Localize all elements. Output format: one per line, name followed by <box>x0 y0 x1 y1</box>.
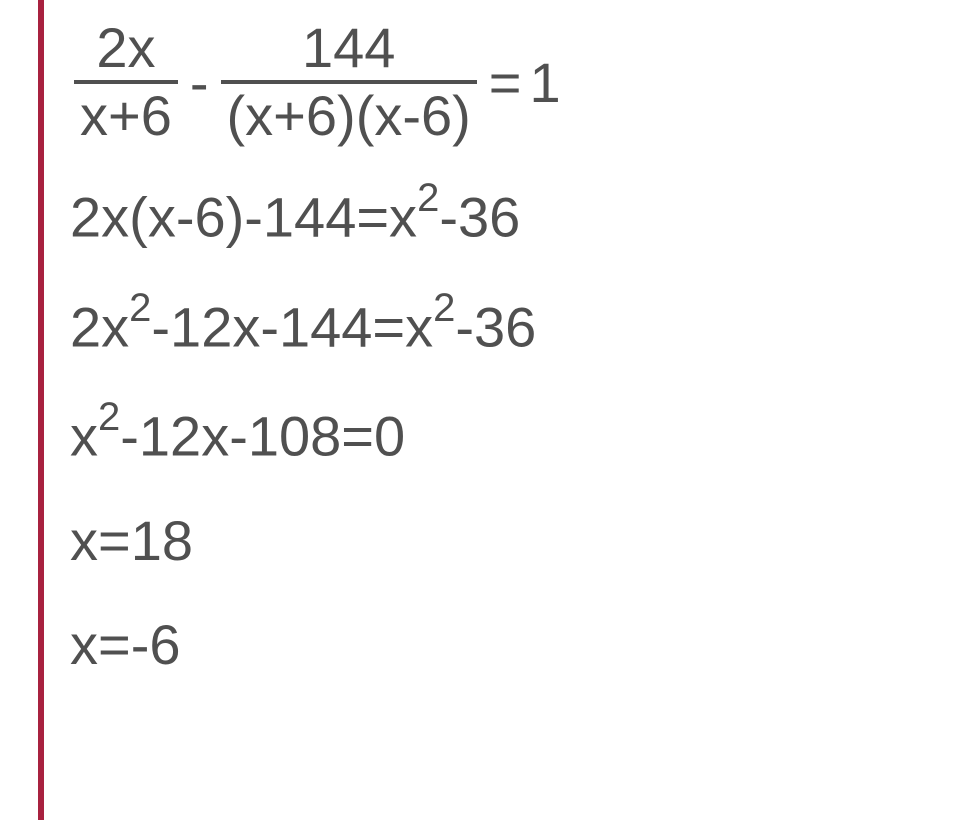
open-paren: ( <box>129 186 148 249</box>
rhs-value: 1 <box>530 50 561 115</box>
equation-line-2: 2x(x-6)-144=x2-36 <box>70 184 561 246</box>
open-paren: ( <box>227 84 246 147</box>
term: 2x <box>70 186 129 249</box>
term: -12x-108=0 <box>120 405 405 468</box>
exponent: 2 <box>129 286 151 330</box>
close-paren: ) <box>226 186 245 249</box>
minus-operator: - <box>182 50 217 115</box>
fraction-1-numerator: 2x <box>90 20 161 80</box>
term: -12x-144=x <box>151 295 433 358</box>
close-paren-2: ) <box>452 84 471 147</box>
equation-line-3: 2x2-12x-144=x2-36 <box>70 294 561 356</box>
term: x-6 <box>148 186 226 249</box>
equation-line-1: 2x x+6 - 144 (x+6)(x-6) = 1 <box>70 20 561 144</box>
exponent: 2 <box>417 176 439 220</box>
open-paren-2: ( <box>356 84 375 147</box>
term: x <box>70 405 98 468</box>
fraction-1-denominator: x+6 <box>74 80 178 144</box>
fraction-1: 2x x+6 <box>74 20 178 144</box>
math-content: 2x x+6 - 144 (x+6)(x-6) = 1 2x(x-6)-144=… <box>70 20 561 721</box>
fraction-2-denominator: (x+6)(x-6) <box>221 80 477 144</box>
term: -36 <box>455 295 536 358</box>
fraction-2-numerator: 144 <box>296 20 401 80</box>
fraction-2: 144 (x+6)(x-6) <box>221 20 477 144</box>
close-paren: ) <box>337 84 356 147</box>
solution-2: x=-6 <box>70 613 181 676</box>
term: 2x <box>70 295 129 358</box>
equation-line-5: x=18 <box>70 513 561 569</box>
term-a: x+6 <box>245 84 337 147</box>
solution-1: x=18 <box>70 509 193 572</box>
term: -36 <box>439 186 520 249</box>
equation-line-6: x=-6 <box>70 617 561 673</box>
vertical-rule <box>38 0 44 820</box>
term: -144=x <box>244 186 417 249</box>
exponent: 2 <box>433 286 455 330</box>
term-b: x-6 <box>374 84 452 147</box>
equation-line-4: x2-12x-108=0 <box>70 403 561 465</box>
exponent: 2 <box>98 395 120 439</box>
equals-operator: = <box>481 50 530 115</box>
